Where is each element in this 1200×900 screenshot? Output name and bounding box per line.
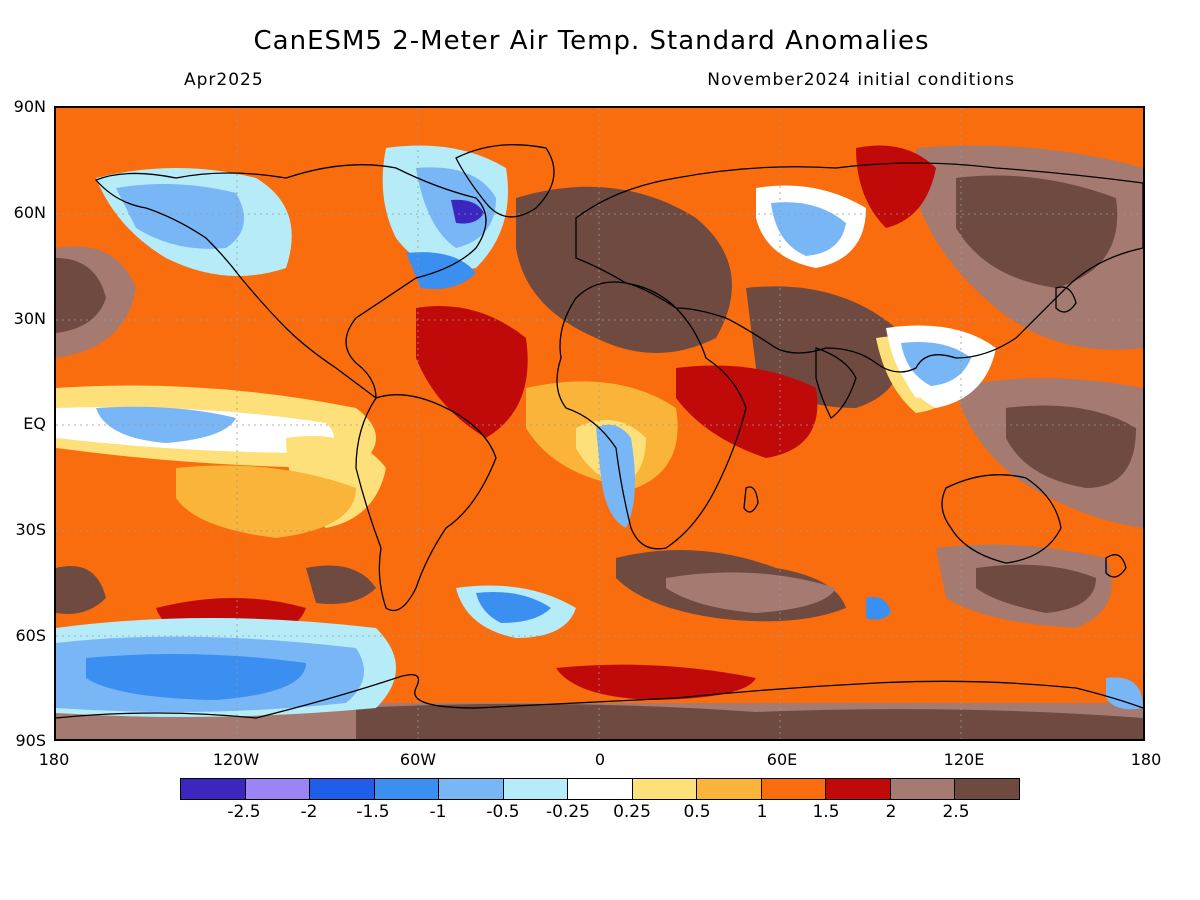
lat-label: 90S (15, 731, 46, 750)
lat-label: 90N (13, 97, 46, 116)
colorbar-label: -1 (429, 802, 447, 822)
colorbar-label: 0.25 (613, 802, 651, 822)
colorbar-label: -0.5 (486, 802, 520, 822)
lat-label: 30S (15, 520, 46, 539)
colorbar-swatch (761, 779, 827, 799)
lon-label: 60W (399, 750, 437, 769)
colorbar-swatch (697, 779, 762, 799)
colorbar-swatch (245, 779, 311, 799)
colorbar-label: -2 (300, 802, 318, 822)
colorbar (180, 778, 1020, 800)
anomaly-map-canvas (56, 108, 1143, 739)
colorbar-swatch (568, 779, 633, 799)
colorbar-label: 0.5 (683, 802, 711, 822)
lon-label: 180 (1130, 750, 1162, 769)
coastlines (56, 144, 1143, 719)
colorbar-swatch (503, 779, 569, 799)
colorbar-label: -0.25 (546, 802, 590, 822)
colorbar-swatch (890, 779, 956, 799)
lon-label: 180 (38, 750, 70, 769)
colorbar-label: -1.5 (356, 802, 390, 822)
colorbar-swatch (374, 779, 440, 799)
lat-label: 60N (13, 203, 46, 222)
colorbar-label: 1.5 (812, 802, 840, 822)
lat-label: EQ (23, 414, 46, 433)
lat-label: 30N (13, 309, 46, 328)
colorbar-swatch (826, 779, 891, 799)
map-title: CanESM5 2-Meter Air Temp. Standard Anoma… (253, 26, 930, 56)
initial-conditions: November2024 initial conditions (707, 70, 1015, 90)
colorbar-swatch (632, 779, 698, 799)
lat-label: 60S (15, 626, 46, 645)
colorbar-swatch (439, 779, 504, 799)
lon-label: 60E (766, 750, 798, 769)
colorbar-label: -2.5 (227, 802, 261, 822)
colorbar-label: 2.5 (942, 802, 970, 822)
colorbar-swatch (955, 779, 1019, 799)
anomaly-map (54, 106, 1145, 741)
forecast-month: Apr2025 (184, 70, 264, 90)
lon-label: 120W (212, 750, 260, 769)
lon-label: 120E (943, 750, 985, 769)
lon-label: 0 (594, 750, 606, 769)
colorbar-label: 2 (885, 802, 897, 822)
colorbar-label: 1 (756, 802, 768, 822)
colorbar-swatch (181, 779, 246, 799)
colorbar-swatch (310, 779, 375, 799)
